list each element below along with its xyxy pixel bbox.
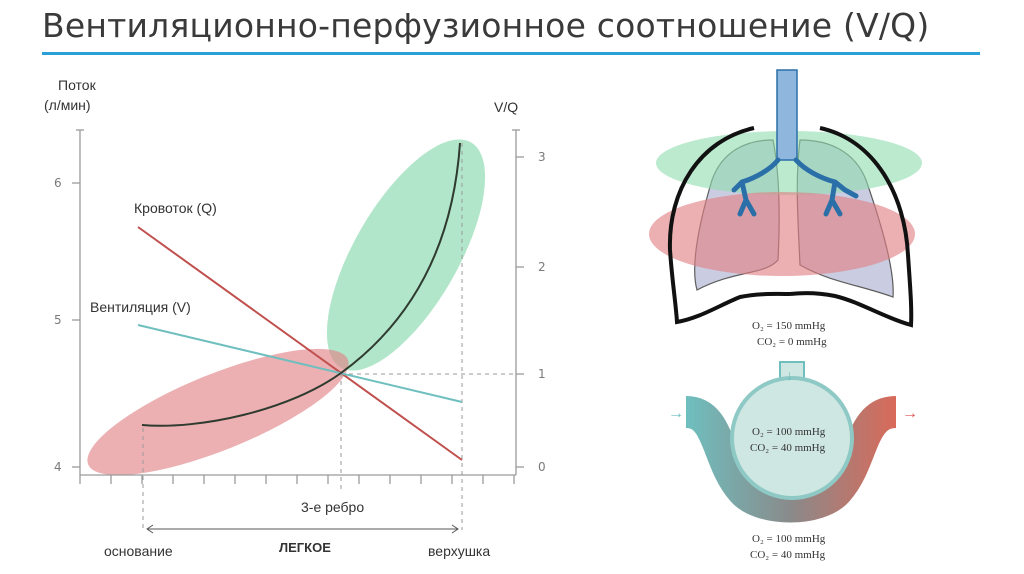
apex-label: верхушка (428, 543, 490, 559)
left-tick-4: 4 (54, 460, 62, 474)
inspired-o2: O₂ = 150 mmHg (752, 320, 826, 332)
bronchi (731, 157, 859, 217)
blood-flow-label: Кровоток (Q) (134, 200, 217, 216)
right-tick-3: 3 (538, 150, 546, 164)
vq-chart: 6 5 4 3 2 1 0 (44, 77, 546, 559)
green-region (326, 139, 486, 371)
upper-band (656, 131, 922, 195)
capillary (684, 396, 898, 523)
right-tick-0: 0 (538, 460, 546, 474)
ventilation-line (137, 324, 463, 403)
base-label: основание (104, 543, 173, 559)
left-tick-5: 5 (54, 313, 62, 327)
blood-flow-line (137, 226, 463, 461)
lower-band (649, 192, 915, 276)
lung-label: ЛЕГКОЕ (279, 540, 331, 555)
right-tick-2: 2 (538, 260, 546, 274)
alveolar-o2: O₂ = 100 mmHg (752, 426, 826, 438)
vq-axis-label: V/Q (494, 99, 518, 115)
alveolus-diagram: O₂ = 150 mmHg CO₂ = 0 mmHg ↓ → → O₂ = 10… (668, 320, 918, 561)
inflow-arrow: → (668, 405, 684, 422)
capillary-co2: CO₂ = 40 mmHg (750, 549, 826, 561)
left-tick-6: 6 (54, 176, 62, 190)
rib-label: 3-е ребро (301, 499, 364, 515)
thorax-right (789, 126, 914, 328)
title-underline (42, 52, 980, 55)
lung-illustration (649, 69, 922, 328)
right-tick-1: 1 (538, 367, 546, 381)
ventilation-label: Вентиляция (V) (90, 299, 191, 315)
flow-axis-label-line1: Поток (58, 77, 97, 93)
duct-arrow: ↓ (786, 367, 793, 383)
flow-axis-label-line2: (л/мин) (44, 97, 91, 113)
alveolar-co2: CO₂ = 40 mmHg (750, 442, 826, 454)
page-title: Вентиляционно-перфузионное соотношение (… (42, 6, 930, 45)
red-region (87, 348, 349, 476)
thorax-left (667, 126, 791, 325)
alveolus (730, 376, 854, 500)
trachea (776, 69, 798, 161)
inspired-co2: CO₂ = 0 mmHg (757, 336, 827, 348)
capillary-o2: O₂ = 100 mmHg (752, 533, 826, 545)
vq-curve (141, 142, 461, 427)
outflow-arrow: → (902, 405, 918, 422)
